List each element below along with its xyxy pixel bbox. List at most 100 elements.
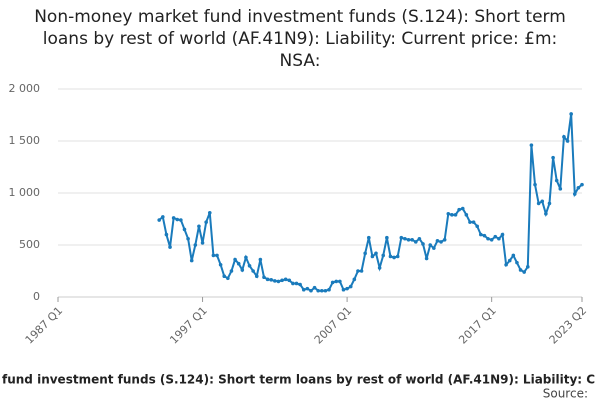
data-point	[244, 255, 248, 260]
data-point	[179, 218, 183, 222]
data-point	[291, 281, 295, 286]
data-point	[348, 284, 353, 289]
data-point	[388, 254, 393, 259]
data-point	[471, 220, 476, 224]
data-point	[309, 288, 313, 293]
data-point	[410, 238, 414, 242]
y-tick-label: 0	[33, 290, 40, 303]
data-point	[374, 251, 378, 256]
data-point	[377, 266, 382, 270]
data-point	[330, 280, 335, 285]
data-point	[522, 270, 526, 274]
data-point	[515, 260, 519, 265]
data-point	[215, 253, 219, 258]
data-point	[453, 213, 458, 217]
data-point	[168, 245, 172, 249]
data-point	[551, 155, 555, 160]
data-point	[450, 213, 454, 217]
data-point	[218, 262, 223, 267]
data-point	[305, 286, 310, 291]
data-point	[399, 235, 404, 240]
data-point	[298, 282, 302, 287]
data-point	[334, 279, 339, 284]
data-point	[247, 264, 252, 268]
data-point	[507, 258, 512, 263]
data-point	[207, 210, 212, 215]
data-point	[352, 277, 357, 282]
data-point	[464, 213, 469, 217]
data-point	[294, 281, 299, 286]
data-point	[421, 242, 425, 246]
data-point	[500, 232, 505, 237]
data-point	[200, 241, 205, 245]
x-tick-label: 2007 Q1	[312, 304, 355, 347]
data-point	[222, 274, 227, 279]
data-point	[442, 238, 447, 242]
data-point	[439, 240, 443, 244]
data-point	[287, 278, 292, 283]
data-point	[251, 269, 255, 273]
data-point	[229, 269, 234, 273]
data-point	[395, 254, 400, 259]
data-point	[280, 278, 284, 283]
data-point	[497, 236, 501, 241]
x-tick-label: 1997 Q1	[167, 304, 210, 347]
data-point	[269, 278, 274, 282]
data-point	[345, 286, 349, 291]
data-point	[283, 277, 288, 282]
data-point	[359, 269, 364, 273]
data-point	[157, 218, 161, 222]
data-point	[540, 199, 545, 204]
data-point	[428, 243, 433, 247]
data-point	[186, 236, 190, 241]
data-point	[381, 253, 386, 258]
source: Source:	[543, 387, 588, 400]
data-point	[323, 288, 328, 293]
data-point	[511, 253, 516, 258]
data-point	[525, 265, 530, 269]
data-point	[301, 287, 306, 292]
data-point	[392, 255, 396, 260]
y-tick-label: 1 000	[9, 186, 41, 199]
data-point	[175, 217, 180, 222]
data-point	[341, 287, 346, 292]
data-point	[254, 274, 259, 279]
data-point	[370, 254, 375, 259]
data-point	[164, 232, 169, 237]
data-point	[236, 261, 241, 266]
data-point	[262, 275, 266, 280]
data-point	[554, 178, 559, 183]
data-point	[558, 187, 563, 191]
data-point	[493, 234, 498, 239]
data-point	[432, 246, 436, 250]
data-point	[518, 268, 523, 272]
data-point	[565, 139, 570, 143]
data-point	[572, 192, 577, 196]
data-point	[536, 201, 541, 206]
data-point	[417, 236, 422, 241]
data-point	[276, 279, 281, 284]
x-tick-label: 2023 Q2	[547, 304, 590, 347]
data-point	[569, 112, 573, 116]
data-point	[182, 227, 187, 232]
data-point	[529, 143, 534, 147]
x-tick-label: 2017 Q1	[456, 304, 499, 347]
data-point	[363, 251, 367, 256]
data-point	[413, 240, 418, 244]
data-point	[356, 269, 360, 273]
data-point	[265, 277, 270, 282]
data-point	[385, 235, 389, 240]
data-point	[161, 215, 165, 219]
chart-title: Non-money market fund investment funds (…	[34, 7, 566, 71]
data-point	[316, 288, 320, 293]
data-point	[320, 288, 324, 293]
data-point	[273, 279, 277, 283]
footer-title: fund investment funds (S.124): Short ter…	[2, 373, 595, 387]
data-point	[544, 212, 548, 216]
data-point	[504, 262, 508, 267]
data-point	[446, 212, 451, 216]
data-point	[468, 220, 472, 224]
y-tick-label: 500	[19, 238, 40, 251]
data-point	[403, 236, 407, 241]
